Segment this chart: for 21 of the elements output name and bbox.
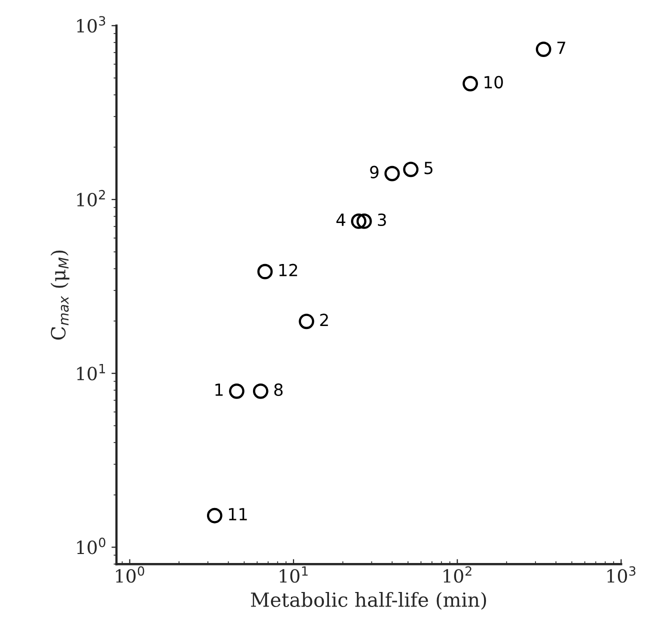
x-axis-title: Metabolic half-life (min) — [250, 592, 486, 610]
y-tick-label: 10$^{0}$ — [77, 538, 106, 554]
annotation: 1 — [215, 384, 223, 396]
annotation: 9 — [370, 166, 378, 178]
x-tick-label: 10$^{0}$ — [116, 566, 144, 583]
y-tick-label: 10$^{1}$ — [77, 364, 105, 380]
x-tick-label: 10$^{2}$ — [444, 566, 472, 583]
y-tick-label: 10$^{2}$ — [77, 190, 105, 206]
y-axis-title: C$_{max}$ (μ$_{M}$) — [50, 250, 70, 340]
annotation: 8 — [274, 383, 283, 396]
annotation: 4 — [336, 214, 346, 226]
annotation: 7 — [557, 42, 566, 54]
annotation: 3 — [378, 213, 386, 226]
annotation: 2 — [320, 314, 328, 326]
annotation: 12 — [279, 264, 298, 276]
y-tick-label: 10$^{3}$ — [77, 16, 106, 33]
annotation: 10 — [484, 76, 503, 88]
annotation: 11 — [228, 508, 247, 520]
x-tick-label: 10$^{1}$ — [280, 566, 308, 583]
annotation: 5 — [424, 162, 432, 174]
x-tick-label: 10$^{3}$ — [607, 566, 636, 583]
